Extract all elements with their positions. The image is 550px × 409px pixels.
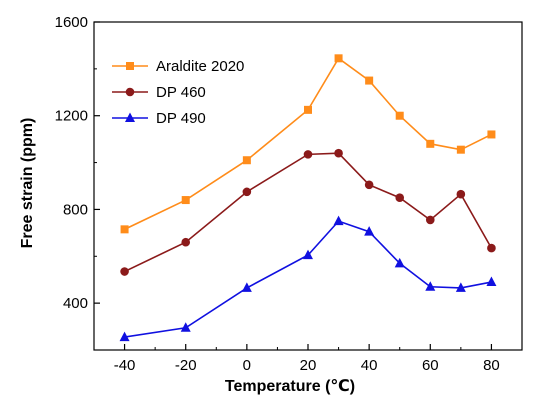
circle-marker: [364, 180, 374, 190]
x-tick-label: 60: [422, 357, 439, 374]
circle-marker: [395, 193, 405, 203]
triangle-marker: [364, 226, 375, 236]
x-axis-title: Temperature (℃): [225, 378, 355, 395]
square-marker: [487, 130, 496, 139]
triangle-marker: [125, 112, 135, 122]
x-tick-label: 0: [243, 357, 251, 374]
triangle-marker: [394, 257, 405, 268]
square-marker: [304, 105, 312, 114]
series-line: [124, 152, 493, 273]
y-tick-label: 400: [63, 295, 88, 312]
circle-marker: [125, 87, 135, 97]
legend-item: Araldite 2020: [112, 58, 244, 75]
legend-label: Araldite 2020: [156, 58, 244, 75]
legend-item: DP 460: [112, 84, 206, 101]
y-tick-label: 800: [63, 201, 88, 218]
square-marker: [120, 225, 129, 234]
triangle-marker: [333, 215, 344, 226]
triangle-marker: [425, 281, 436, 291]
square-marker: [242, 156, 251, 165]
triangle-marker: [180, 322, 191, 332]
circle-marker: [425, 215, 435, 225]
y-axis-ticks: 400 800 1200 1600: [55, 14, 100, 351]
circle-marker: [334, 148, 343, 158]
triangle-marker: [303, 249, 313, 260]
x-axis-ticks: -40 -20 0 20 40 60 80: [114, 344, 500, 374]
circle-marker: [303, 150, 313, 159]
circle-marker: [242, 187, 252, 197]
legend-item: DP 490: [112, 110, 206, 127]
square-marker: [126, 62, 134, 70]
triangle-marker: [119, 331, 130, 342]
y-tick-label: 1600: [55, 14, 88, 31]
circle-marker: [456, 189, 466, 199]
series-dp-460: [120, 148, 496, 276]
legend: Araldite 2020 DP 460 DP 490: [112, 58, 244, 127]
square-marker: [456, 145, 465, 154]
square-marker: [365, 76, 374, 85]
legend-label: DP 490: [156, 110, 206, 127]
y-tick-label: 1200: [55, 108, 88, 125]
series-layer: [119, 54, 497, 342]
triangle-marker: [486, 276, 497, 287]
circle-marker: [120, 267, 129, 276]
circle-marker: [181, 237, 191, 247]
triangle-marker: [241, 282, 252, 292]
y-axis-title: Free strain (ppm): [19, 118, 36, 249]
square-marker: [426, 139, 435, 148]
triangle-marker: [455, 282, 466, 292]
square-marker: [395, 111, 404, 120]
series-dp-490: [119, 215, 497, 342]
series-line: [124, 57, 492, 231]
legend-label: DP 460: [156, 84, 206, 101]
x-tick-label: -20: [175, 357, 197, 374]
x-tick-label: 20: [300, 357, 317, 374]
series-araldite-2020: [120, 54, 496, 234]
square-marker: [181, 196, 190, 205]
circle-marker: [487, 243, 496, 253]
square-marker: [334, 54, 343, 63]
x-tick-label: 40: [361, 357, 378, 374]
x-tick-label: 80: [483, 357, 500, 374]
x-tick-label: -40: [114, 357, 136, 374]
series-line: [124, 220, 492, 338]
